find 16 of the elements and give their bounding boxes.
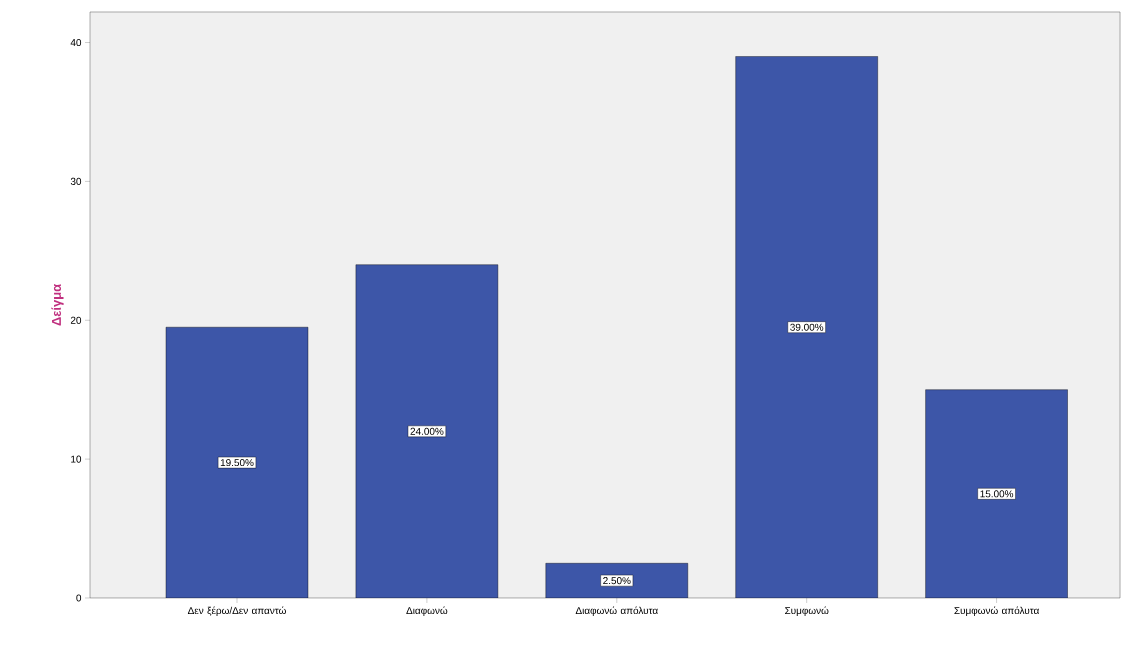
y-tick-label: 30 bbox=[70, 177, 82, 185]
y-tick-label: 10 bbox=[71, 455, 82, 463]
y-tick-label: 40 bbox=[70, 39, 82, 47]
data-label: 39.00% bbox=[790, 323, 824, 331]
x-tick-label: Διαφωνώ bbox=[406, 606, 448, 617]
data-label: 24.00% bbox=[410, 427, 444, 435]
x-tick-label: Διαφωνώ απόλυτα bbox=[575, 606, 658, 617]
data-label: 19.50% bbox=[220, 459, 254, 467]
y-tick-label: 0 bbox=[76, 594, 82, 602]
x-tick-label: Συμφωνώ απόλυτα bbox=[954, 606, 1040, 617]
data-label: 15.00% bbox=[980, 490, 1014, 498]
y-tick-label: 20 bbox=[70, 316, 82, 324]
y-axis-title: Δείγμα bbox=[51, 284, 64, 326]
x-tick-label: Συμφωνώ bbox=[785, 606, 829, 617]
data-label: 2.50% bbox=[603, 577, 631, 585]
x-tick-label: Δεν ξέρω/Δεν απαντώ bbox=[187, 606, 286, 617]
